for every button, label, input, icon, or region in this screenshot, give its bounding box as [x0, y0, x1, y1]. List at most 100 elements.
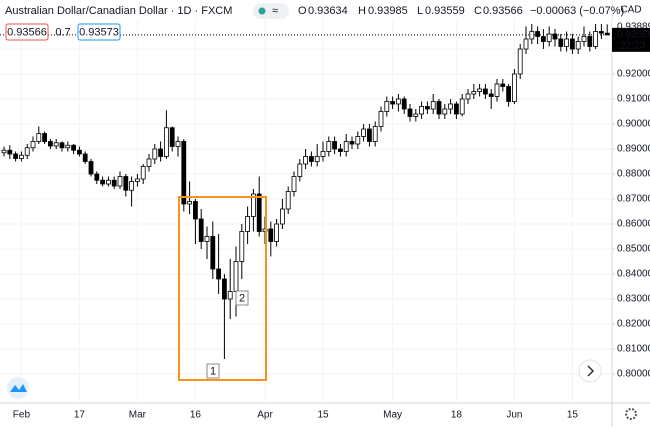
- candle-body: [221, 278, 227, 300]
- candle-body: [401, 98, 407, 110]
- ohlc-label: O: [298, 5, 307, 17]
- last-price-bg: [612, 27, 650, 52]
- candle-body: [7, 149, 13, 155]
- ohlc-value: 0.93634: [308, 5, 348, 17]
- candle-body: [198, 218, 204, 242]
- buy-button[interactable]: [77, 23, 121, 41]
- candle-body: [42, 133, 47, 142]
- candle-body: [117, 176, 123, 187]
- time-axis: Feb 17 Mar 16 Apr 15 May 18 Jun 15: [13, 410, 579, 421]
- candle-body: [390, 101, 396, 105]
- candle-body: [332, 141, 338, 150]
- candle-body: [593, 31, 598, 47]
- candle-body: [448, 103, 454, 110]
- price-axis: CAD 0.80000 0.81000 0.82000 0.83000 0.84000 0.…: [612, 5, 650, 380]
- y-tick-label: 0.91000: [617, 94, 650, 105]
- candle-body: [94, 173, 100, 181]
- candle-body: [239, 231, 245, 262]
- x-tick-label: Jun: [506, 410, 522, 421]
- settings-icon[interactable]: [625, 408, 637, 420]
- x-tick-label: 18: [451, 410, 463, 421]
- sell-button[interactable]: [5, 23, 49, 41]
- candle-body: [512, 73, 517, 102]
- candle-body: [169, 127, 175, 147]
- y-tick-label: 0.83000: [617, 294, 650, 305]
- candle-body: [471, 91, 477, 95]
- candle-body: [245, 216, 251, 232]
- sell-price: 0.93566: [7, 26, 47, 38]
- candle-body: [285, 191, 291, 210]
- candle-body: [535, 31, 540, 37]
- x-tick-label: 16: [190, 410, 202, 421]
- candle-body: [343, 141, 349, 152]
- candle-body: [18, 154, 24, 159]
- status-pill[interactable]: [253, 3, 289, 19]
- candle-body: [111, 179, 117, 187]
- symbol-title: Australian Dollar/Canadian Dollar · 1D ·…: [5, 5, 232, 17]
- candle-body: [500, 83, 506, 87]
- candle-body: [541, 36, 546, 42]
- candle-body: [587, 36, 593, 47]
- candle-body: [233, 261, 239, 292]
- y-tick-label: 0.90000: [617, 119, 650, 130]
- x-tick-label: 15: [567, 410, 579, 421]
- candle-body: [158, 148, 164, 157]
- annotation-box: [235, 290, 249, 306]
- candle-body: [216, 268, 222, 280]
- candle-body: [337, 148, 343, 152]
- candle-body: [175, 141, 181, 147]
- logo[interactable]: [7, 377, 29, 399]
- candle-body: [581, 36, 587, 42]
- candle-body: [13, 153, 19, 159]
- candle-body: [268, 228, 274, 242]
- candle-body: [274, 223, 280, 242]
- candle-body: [36, 133, 42, 142]
- candle-body: [407, 108, 413, 117]
- candle-body: [384, 101, 390, 112]
- candle-body: [314, 156, 320, 162]
- change: −0.00063 (−0.07%): [530, 5, 624, 17]
- candle-body: [378, 111, 384, 127]
- status-dot: [258, 7, 266, 15]
- candle-body: [48, 141, 53, 147]
- candle-body: [419, 106, 425, 115]
- candle-body: [250, 193, 256, 217]
- y-tick-label: 0.92000: [617, 69, 650, 80]
- ohlc-value: 0.93985: [368, 5, 408, 17]
- candle-body: [65, 144, 71, 149]
- candle-body: [88, 161, 94, 175]
- logo-icon: [10, 384, 27, 392]
- x-tick-label: Apr: [257, 410, 273, 421]
- candle-body: [326, 141, 332, 152]
- candle-body: [570, 38, 575, 50]
- candle-body: [529, 31, 535, 40]
- status-icon: ≈: [272, 5, 278, 17]
- candle-body: [163, 127, 169, 157]
- y-tick-label: 0.81000: [617, 344, 650, 355]
- ohlc-value: 0.93566: [483, 5, 523, 17]
- candle-body: [82, 153, 88, 162]
- candle-body: [355, 136, 361, 145]
- candle-body: [100, 179, 105, 185]
- candle-body: [140, 166, 146, 180]
- candle-body: [599, 31, 604, 34]
- x-tick-label: 17: [74, 410, 86, 421]
- candle-body: [372, 126, 378, 142]
- highlight-box: [178, 196, 267, 381]
- y-tick-label: 0.87000: [617, 194, 650, 205]
- candle-body: [152, 148, 158, 160]
- x-tick-label: May: [383, 410, 402, 421]
- y-tick-label: 0.88000: [617, 169, 650, 180]
- candle-body: [546, 33, 552, 42]
- candles: [1, 24, 610, 359]
- candle-body: [256, 193, 262, 232]
- candle-body: [482, 88, 488, 95]
- scroll-button[interactable]: [578, 359, 602, 383]
- candle-body: [320, 151, 326, 157]
- candle-body: [59, 142, 65, 149]
- candle-body: [187, 201, 193, 205]
- candle-body: [604, 32, 610, 36]
- candle-body: [303, 156, 309, 165]
- candle-body: [494, 83, 500, 97]
